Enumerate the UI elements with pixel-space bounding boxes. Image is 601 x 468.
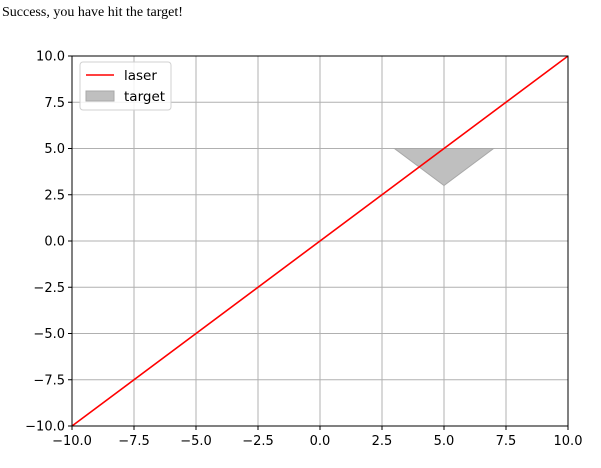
legend-label-laser: laser bbox=[124, 68, 157, 84]
target-polygon bbox=[392, 148, 496, 187]
x-tick-label: 7.5 bbox=[496, 434, 517, 449]
legend-target-swatch bbox=[85, 90, 115, 102]
x-tick-label: 0.0 bbox=[310, 434, 331, 449]
y-tick-label: 10.0 bbox=[36, 50, 65, 65]
x-tick-label: 2.5 bbox=[372, 434, 393, 449]
y-tick-label: 5.0 bbox=[44, 142, 65, 157]
x-tick-label: −7.5 bbox=[118, 434, 150, 449]
y-tick-label: 2.5 bbox=[44, 188, 65, 203]
laser-line bbox=[71, 55, 569, 427]
x-tick-label: 10.0 bbox=[554, 434, 583, 449]
y-tick-label: −10.0 bbox=[25, 420, 65, 435]
y-tick-label: 7.5 bbox=[44, 96, 65, 111]
y-tick-label: −7.5 bbox=[33, 373, 65, 388]
x-tick-label: −2.5 bbox=[242, 434, 274, 449]
y-tick-label: −2.5 bbox=[33, 281, 65, 296]
x-tick-label: 5.0 bbox=[434, 434, 455, 449]
y-tick-label: −5.0 bbox=[33, 327, 65, 342]
legend-label-target: target bbox=[124, 89, 165, 105]
y-tick-label: 0.0 bbox=[44, 235, 65, 250]
x-tick-label: −5.0 bbox=[180, 434, 212, 449]
x-tick-label: −10.0 bbox=[52, 434, 92, 449]
status-message: Success, you have hit the target! bbox=[2, 5, 183, 20]
